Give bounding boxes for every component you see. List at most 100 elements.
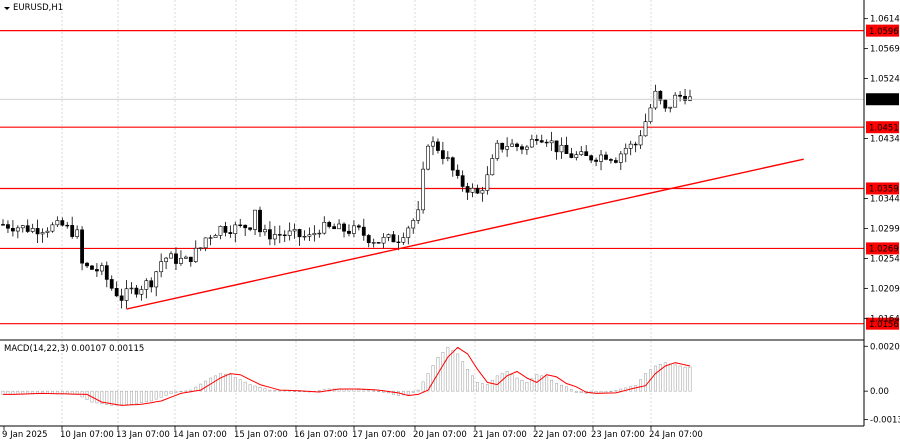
time-tick-label: 22 Jan 07:00 — [533, 430, 587, 440]
macd-histogram-bar — [169, 390, 173, 394]
macd-histogram-bar — [16, 390, 20, 395]
candle-body — [628, 143, 633, 149]
candle-body — [6, 224, 10, 229]
candle-body — [292, 229, 297, 232]
candle-body — [208, 237, 213, 239]
candle-body — [416, 209, 421, 221]
macd-histogram-bar — [416, 389, 420, 392]
macd-histogram-bar — [6, 390, 10, 395]
macd-histogram-bar — [476, 382, 479, 392]
macd-histogram-bar — [406, 390, 410, 395]
macd-histogram-bar — [560, 384, 563, 392]
symbol-label: EURUSD,H1 — [13, 3, 63, 13]
time-tick-label: 23 Jan 07:00 — [591, 430, 645, 440]
candle-body — [589, 155, 594, 161]
macd-pane[interactable] — [1, 341, 692, 426]
candle-body — [213, 235, 218, 238]
candle-body — [683, 95, 687, 101]
macd-histogram-bar — [144, 390, 148, 403]
macd-tick-label: -0.0013 — [870, 416, 900, 426]
candle-body — [277, 234, 282, 236]
candle-body — [668, 106, 673, 109]
macd-histogram-bar — [535, 374, 539, 392]
candle-body — [599, 154, 603, 162]
macd-histogram-bar — [471, 375, 474, 392]
macd-histogram-bar — [653, 365, 657, 392]
macd-histogram-bar — [258, 387, 262, 392]
macd-histogram-bar — [569, 389, 573, 392]
macd-histogram-bar — [678, 365, 682, 392]
candle-body — [445, 157, 450, 159]
candle-body — [480, 190, 485, 194]
macd-histogram-bar — [100, 390, 104, 405]
dropdown-triangle-icon[interactable] — [4, 7, 10, 10]
time-tick-label: 24 Jan 07:00 — [649, 430, 703, 440]
candle-body — [371, 242, 376, 244]
macd-histogram-bar — [223, 373, 227, 392]
macd-histogram-bar — [421, 381, 425, 392]
macd-histogram-bar — [214, 375, 217, 392]
candle-body — [104, 265, 109, 280]
macd-histogram-bar — [130, 390, 133, 405]
candle-body — [337, 223, 341, 230]
candle-body — [505, 146, 510, 150]
candle-body — [515, 143, 519, 147]
candle-body — [302, 235, 307, 238]
candle-body — [465, 186, 470, 193]
candle-body — [539, 140, 544, 143]
candle-body — [495, 142, 500, 159]
macd-histogram-bar — [367, 389, 371, 392]
candle-body — [411, 220, 416, 229]
candle-body — [500, 142, 505, 150]
time-tick-label: 15 Jan 07:00 — [234, 430, 288, 440]
level-price-label: 1.0596 — [869, 27, 899, 37]
candle-body — [436, 141, 440, 151]
trend-line[interactable] — [126, 158, 804, 310]
candle-body — [663, 99, 668, 109]
candle-body — [144, 280, 149, 290]
macd-histogram-bar — [31, 390, 35, 394]
candle-body — [549, 140, 554, 144]
candle-body — [618, 153, 623, 163]
macd-histogram-bar — [189, 389, 193, 392]
macd-histogram-bar — [105, 390, 109, 405]
macd-histogram-bar — [263, 388, 267, 392]
candle-body — [203, 237, 208, 249]
price-tick-label: 1.0614 — [870, 15, 900, 25]
macd-histogram-bar — [461, 361, 465, 392]
candle-body — [426, 145, 430, 170]
candle-body — [40, 232, 45, 235]
level-price-tag — [866, 24, 899, 37]
price-tick-label: 1.0209 — [870, 284, 900, 294]
price-pane[interactable] — [0, 0, 864, 339]
candle-body — [312, 233, 317, 236]
macd-histogram-bar — [411, 390, 415, 393]
candle-body — [183, 256, 188, 259]
macd-histogram-bar — [95, 390, 99, 404]
macd-histogram-bar — [525, 382, 529, 392]
candle-body — [35, 228, 40, 235]
candle-body — [678, 94, 683, 97]
macd-histogram-bar — [154, 390, 158, 400]
candle-body — [99, 265, 104, 272]
candle-body — [544, 141, 549, 144]
candle-body — [623, 148, 628, 155]
macd-histogram-bar — [480, 383, 484, 392]
candle-body — [470, 187, 475, 193]
candle-body — [243, 224, 248, 229]
candle-body — [406, 227, 411, 238]
macd-histogram-bar — [228, 374, 232, 392]
level-price-label: 1.0451 — [869, 123, 899, 133]
level-price-label: 1.0269 — [869, 245, 899, 255]
candle-body — [564, 144, 569, 154]
price-axis[interactable]: 1.0596 1.0451 1.0359 1.0269 1.0156 1.0614 1.05… — [864, 15, 900, 330]
symbol-title[interactable]: EURUSD,H1 — [4, 3, 63, 13]
macd-histogram-bar — [614, 390, 618, 392]
candle-body — [10, 227, 15, 232]
candle-body — [272, 234, 277, 240]
time-tick-label: 13 Jan 07:00 — [116, 430, 170, 440]
candle-body — [263, 229, 267, 233]
candle-body — [510, 143, 514, 147]
candle-body — [50, 224, 55, 232]
